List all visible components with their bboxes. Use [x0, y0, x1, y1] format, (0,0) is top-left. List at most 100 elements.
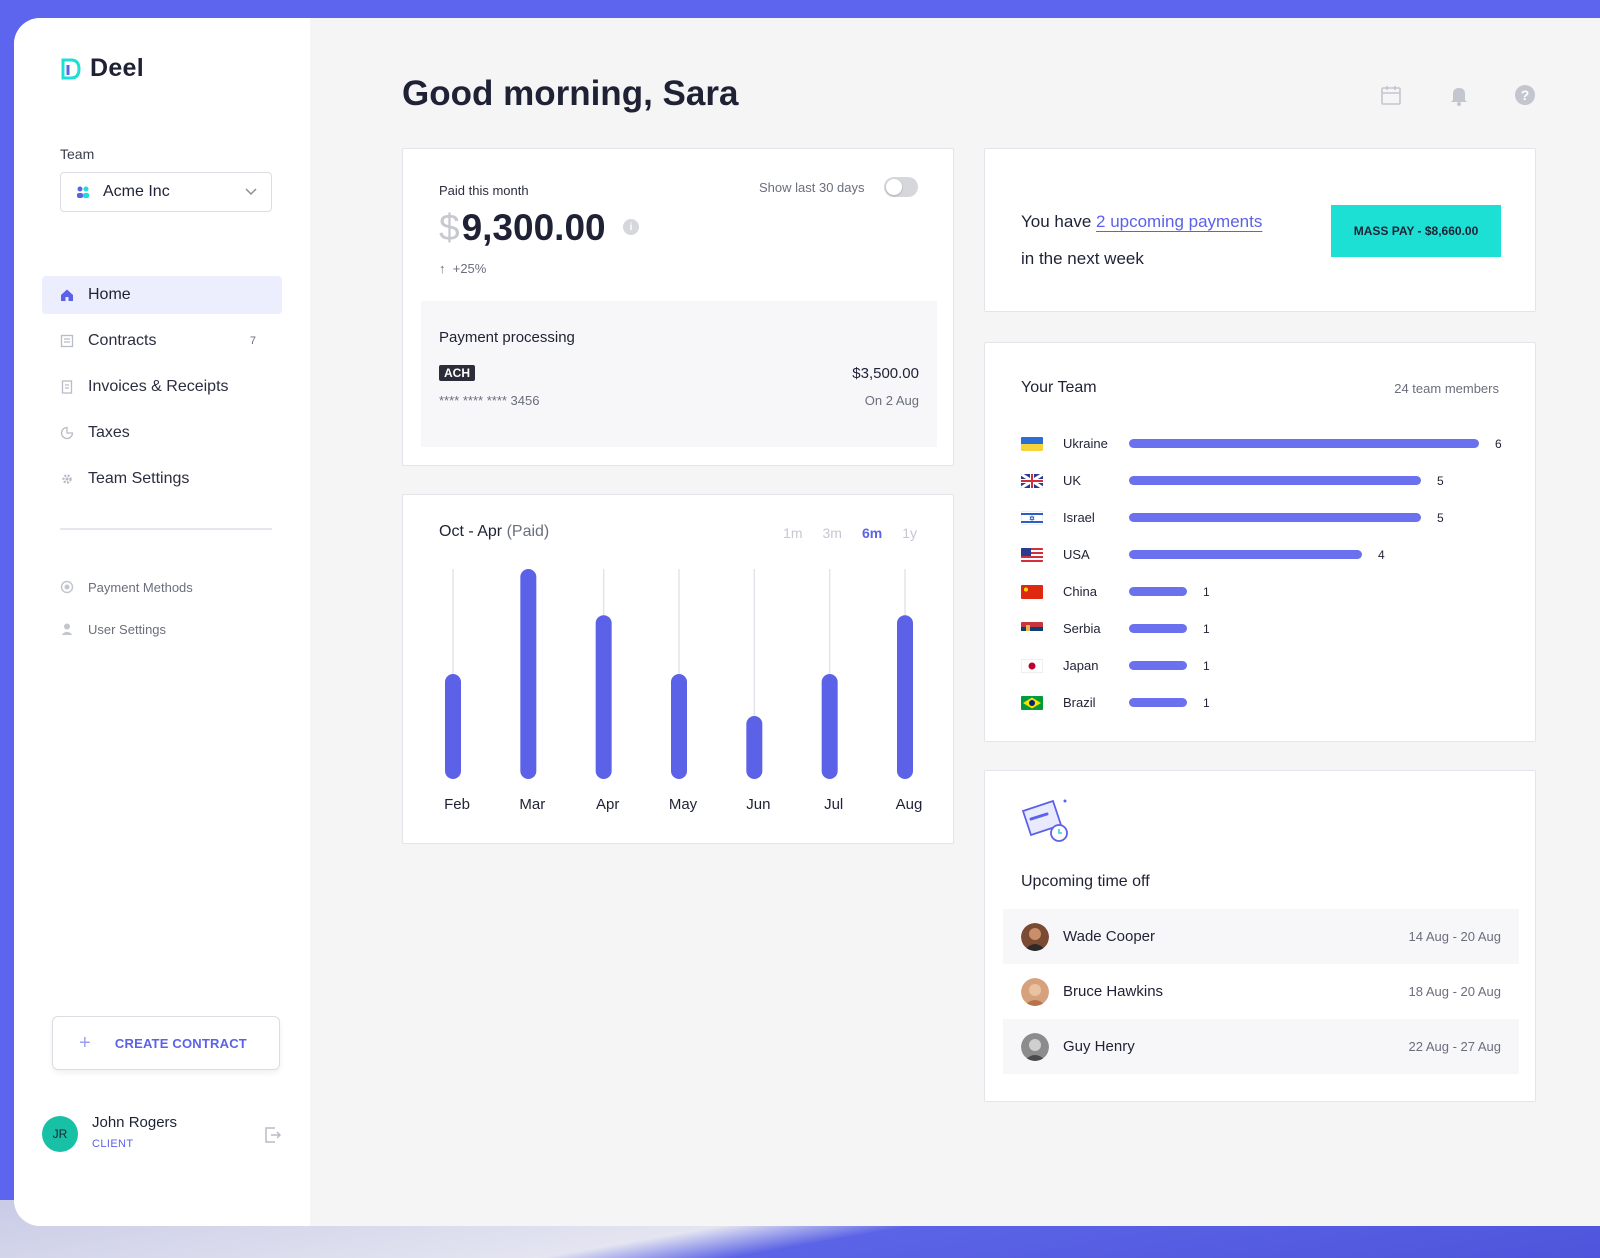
chart-bar-aug[interactable] — [897, 615, 913, 779]
sidebar-item-team-settings[interactable]: Team Settings — [42, 460, 282, 498]
paid-this-month-card: Paid this month Show last 30 days $9,300… — [402, 148, 954, 466]
growth-value: +25% — [452, 261, 487, 276]
processing-amount: $3,500.00 — [852, 365, 919, 382]
upcoming-prefix: You have — [1021, 212, 1092, 231]
deel-logo-icon — [61, 58, 81, 79]
sidebar-item-home[interactable]: Home — [42, 276, 282, 314]
chevron-down-icon — [245, 188, 257, 196]
chart-bar-may[interactable] — [671, 674, 687, 779]
sidebar-item-user-settings[interactable]: User Settings — [60, 608, 193, 650]
range-1y[interactable]: 1y — [902, 525, 917, 541]
sidebar-item-label: Home — [88, 286, 131, 303]
info-icon[interactable]: i — [623, 219, 639, 235]
team-row: USA 4 — [1021, 536, 1511, 573]
team-row: Israel 5 — [1021, 499, 1511, 536]
user-role: CLIENT — [92, 1138, 134, 1150]
processing-date: On 2 Aug — [864, 393, 919, 408]
list-item[interactable]: Bruce Hawkins 18 Aug - 20 Aug — [1003, 964, 1519, 1019]
account-number: **** **** **** 3456 — [439, 393, 540, 408]
range-1m[interactable]: 1m — [783, 525, 803, 541]
sidebar-item-invoices[interactable]: Invoices & Receipts — [42, 368, 282, 406]
range-6m[interactable]: 6m — [861, 525, 883, 541]
team-bar — [1129, 513, 1421, 522]
country-name: Japan — [1063, 658, 1099, 673]
chart-bar-apr[interactable] — [595, 615, 612, 779]
list-item[interactable]: Wade Cooper 14 Aug - 20 Aug — [1003, 909, 1519, 964]
invoice-icon — [61, 380, 73, 394]
chart-bar-jul[interactable] — [821, 674, 838, 779]
sidebar-item-payment-methods[interactable]: Payment Methods — [60, 566, 193, 608]
team-bar — [1129, 624, 1187, 633]
payments-chart-card: Oct - Apr (Paid) 1m 3m 6m 1y Feb Mar Apr Ma… — [402, 494, 954, 844]
bell-icon[interactable] — [1448, 84, 1470, 106]
logo-text: Deel — [90, 54, 145, 82]
contracts-icon — [60, 334, 74, 348]
country-count: 1 — [1203, 695, 1210, 710]
flag-china-icon — [1021, 584, 1043, 599]
team-bar — [1129, 661, 1187, 670]
team-row: UK 5 — [1021, 462, 1511, 499]
team-label: Team — [60, 146, 95, 162]
team-row: Japan 1 — [1021, 647, 1511, 684]
sidebar-item-label: User Settings — [88, 621, 167, 637]
ach-badge: ACH — [439, 365, 475, 381]
payment-processing-title: Payment processing — [439, 329, 575, 346]
arrow-up-icon: ↑ — [439, 261, 446, 276]
logout-icon[interactable] — [264, 1126, 282, 1144]
calendar-icon[interactable] — [1380, 84, 1402, 106]
flag-serbia-icon — [1021, 621, 1043, 636]
create-contract-label: CREATE CONTRACT — [114, 1035, 247, 1051]
flag-brazil-icon — [1021, 695, 1043, 710]
toggle-label: Show last 30 days — [759, 180, 865, 195]
team-row: Brazil 1 — [1021, 684, 1511, 721]
team-select[interactable]: Acme Inc — [60, 172, 272, 212]
x-axis-label: Jun — [746, 796, 770, 813]
x-axis-label: Aug — [896, 796, 923, 813]
sidebar-item-taxes[interactable]: Taxes — [42, 414, 282, 452]
upcoming-payments-link[interactable]: 2 upcoming payments — [1096, 212, 1263, 231]
flag-usa-icon — [1021, 547, 1043, 562]
country-name: Brazil — [1063, 695, 1096, 710]
help-icon[interactable]: ? — [1514, 84, 1536, 106]
sidebar-divider — [60, 528, 272, 530]
list-item[interactable]: Guy Henry 22 Aug - 27 Aug — [1003, 1019, 1519, 1074]
range-selector: 1m 3m 6m 1y — [783, 525, 917, 541]
team-title: Your Team — [1021, 379, 1097, 396]
chart-bar-feb[interactable] — [445, 674, 461, 779]
payment-icon — [60, 580, 74, 594]
team-count: 24 team members — [1394, 381, 1499, 396]
country-count: 6 — [1495, 436, 1502, 451]
upcoming-payments-card: You have 2 upcoming payments in the next… — [984, 148, 1536, 312]
bar-chart: Feb Mar Apr May Jun Jul Aug — [444, 569, 923, 813]
avatar — [1021, 922, 1049, 951]
contracts-count-badge: 7 — [249, 335, 256, 347]
sidebar-item-contracts[interactable]: Contracts 7 — [42, 322, 282, 360]
flag-israel-icon — [1021, 510, 1043, 525]
country-name: Ukraine — [1063, 436, 1108, 451]
country-count: 1 — [1203, 621, 1210, 636]
country-name: China — [1063, 584, 1097, 599]
taxes-icon — [60, 426, 74, 440]
avatar[interactable]: JR — [42, 1116, 78, 1152]
time-off-dates: 14 Aug - 20 Aug — [1408, 929, 1501, 944]
plus-icon: + — [79, 1031, 91, 1054]
time-off-title: Upcoming time off — [1021, 873, 1150, 890]
flag-japan-icon — [1021, 658, 1043, 673]
x-axis-label: Jul — [824, 796, 843, 813]
flag-ukraine-icon — [1021, 436, 1043, 451]
chart-bar-mar[interactable] — [520, 569, 537, 779]
chart-bar-jun[interactable] — [746, 716, 763, 779]
paid-amount-value: 9,300.00 — [461, 207, 606, 248]
last-30-days-toggle[interactable] — [884, 177, 918, 197]
upcoming-suffix: in the next week — [1021, 249, 1144, 268]
team-bar — [1129, 698, 1187, 707]
time-off-icon — [1021, 799, 1068, 842]
range-3m[interactable]: 3m — [822, 525, 842, 541]
logo[interactable]: Deel — [60, 54, 144, 83]
create-contract-button[interactable]: + CREATE CONTRACT — [52, 1016, 280, 1070]
mass-pay-button[interactable]: MASS PAY - $8,660.00 — [1331, 205, 1501, 257]
x-axis-label: Mar — [519, 796, 545, 813]
user-icon — [61, 623, 73, 635]
country-name: USA — [1063, 547, 1090, 562]
sidebar-item-label: Contracts — [88, 332, 157, 349]
